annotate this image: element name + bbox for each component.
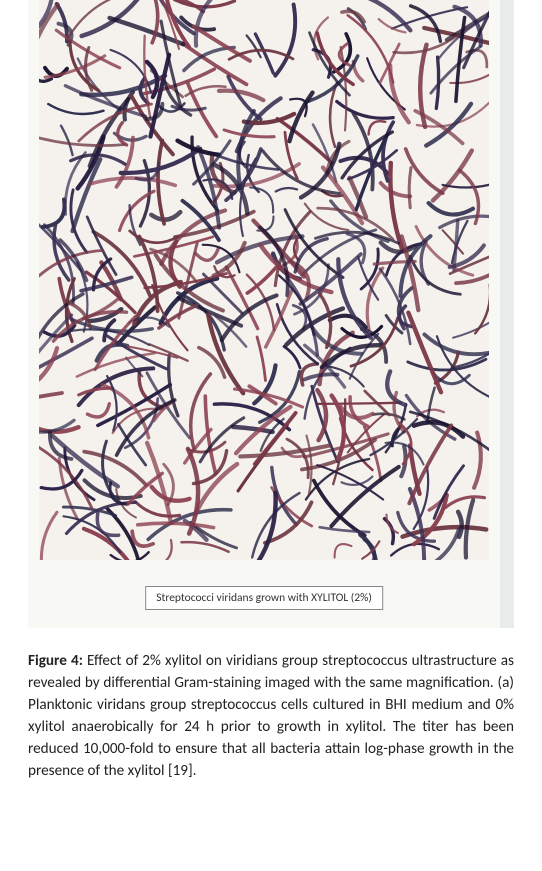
caption-label: Figure 4: bbox=[28, 652, 83, 670]
caption-container: Figure 4: Effect of 2% xylitol on viridi… bbox=[0, 628, 542, 782]
figure-caption: Figure 4: Effect of 2% xylitol on viridi… bbox=[28, 650, 514, 782]
image-frame: Streptococci viridans grown with XYLITOL… bbox=[28, 0, 514, 628]
figure-container: Streptococci viridans grown with XYLITOL… bbox=[0, 0, 542, 628]
caption-text: Effect of 2% xylitol on viridians group … bbox=[28, 652, 514, 780]
micrograph-image bbox=[39, 0, 489, 560]
micrograph-label: Streptococci viridans grown with XYLITOL… bbox=[145, 586, 383, 610]
